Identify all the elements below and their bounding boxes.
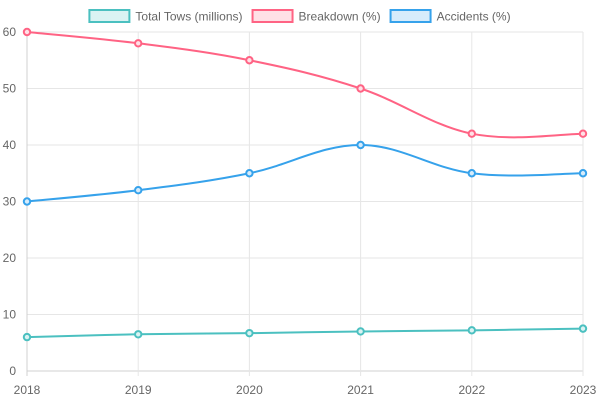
grid [26,31,584,376]
legend-label: Total Tows (millions) [135,10,242,24]
data-point[interactable] [578,324,588,333]
legend-item[interactable]: Breakdown (%) [251,9,381,24]
x-tick-label: 2021 [347,383,374,397]
legend-item[interactable]: Total Tows (millions) [88,9,243,24]
data-point[interactable] [467,326,476,335]
y-tick-label: 30 [3,195,17,209]
series-line [26,327,584,339]
series-0 [22,324,588,342]
series-layer [22,27,588,342]
x-tick-label: 2018 [14,383,41,397]
legend-item[interactable]: Accidents (%) [389,9,511,24]
data-point[interactable] [578,129,588,138]
legend-swatch [251,9,294,23]
data-point[interactable] [245,169,254,178]
x-tick-label: 2020 [236,383,263,397]
x-tick-label: 2023 [570,383,597,397]
y-tick-label: 50 [3,82,17,96]
data-point[interactable] [22,332,32,342]
data-point[interactable] [467,129,476,138]
data-point[interactable] [356,140,365,150]
data-point[interactable] [134,186,143,195]
series-line [26,31,584,139]
series-line [26,143,584,203]
legend-label: Accidents (%) [437,10,511,24]
legend[interactable]: Total Tows (millions) Breakdown (%) Accide… [88,9,511,24]
data-point[interactable] [467,169,476,178]
data-point[interactable] [578,169,588,178]
data-point[interactable] [245,328,254,338]
y-tick-label: 40 [3,138,17,152]
legend-swatch [389,9,432,23]
y-tick-label: 0 [9,364,16,378]
x-tick-label: 2019 [125,383,152,397]
data-point[interactable] [356,327,365,336]
data-point[interactable] [22,27,32,37]
axes: 0 10 20 30 40 50 60 2018 2019 2020 2021 2022 2023 [3,25,597,397]
x-tick-label: 2022 [458,383,485,397]
y-tick-label: 20 [3,251,17,265]
data-point[interactable] [134,330,143,339]
y-tick-label: 10 [3,308,17,322]
y-tick-label: 60 [3,25,17,39]
data-point[interactable] [22,197,32,206]
data-point[interactable] [134,39,143,48]
data-point[interactable] [245,56,254,65]
data-point[interactable] [356,84,365,93]
legend-label: Breakdown (%) [299,10,381,24]
series-1 [22,27,588,139]
series-2 [22,140,588,206]
legend-swatch [88,9,131,23]
